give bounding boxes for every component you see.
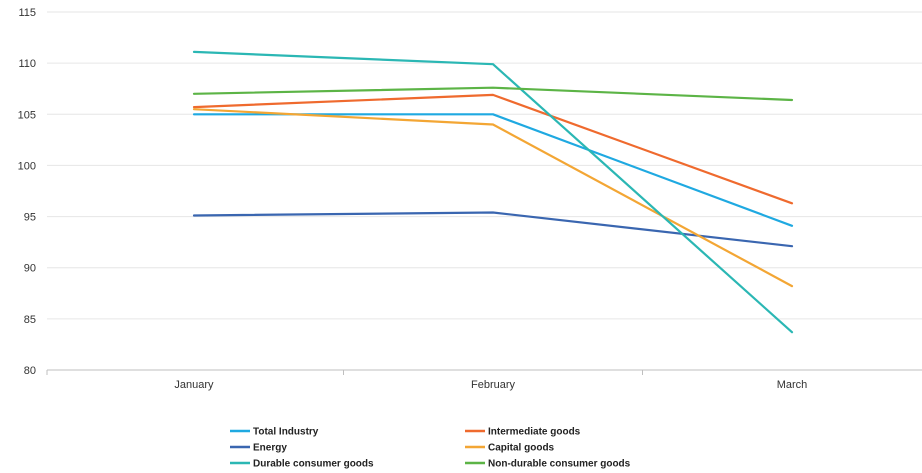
series-line-non-durable-consumer-goods	[192, 86, 794, 102]
legend-label: Durable consumer goods	[253, 459, 374, 470]
series-lines	[192, 50, 794, 334]
y-tick-label: 80	[24, 365, 36, 377]
series-line-energy	[192, 211, 794, 248]
legend-label: Intermediate goods	[488, 427, 581, 438]
series-line-durable-consumer-goods	[192, 50, 794, 334]
x-tick-label: February	[471, 379, 516, 391]
y-tick-label: 100	[18, 160, 36, 172]
grid-lines	[47, 11, 922, 320]
x-tick-label: January	[174, 379, 214, 391]
legend-label: Non-durable consumer goods	[488, 459, 631, 470]
series-line-intermediate-goods	[192, 93, 794, 205]
y-tick-label: 105	[18, 109, 36, 121]
y-tick-label: 95	[24, 212, 36, 224]
legend: Total Industry Intermediate goods Energy Ca…	[230, 427, 631, 470]
y-tick-label: 90	[24, 263, 36, 275]
y-tick-label: 110	[18, 58, 36, 70]
series-line-capital-goods	[192, 108, 794, 288]
legend-label: Total Industry	[253, 427, 319, 438]
legend-label: Energy	[253, 443, 287, 454]
legend-label: Capital goods	[488, 443, 555, 454]
y-tick-label: 115	[18, 7, 36, 19]
axes: 80 85 90 95 100 105 110 115 January February March	[18, 7, 922, 391]
x-tick-label: March	[777, 379, 808, 391]
y-tick-label: 85	[24, 314, 36, 326]
